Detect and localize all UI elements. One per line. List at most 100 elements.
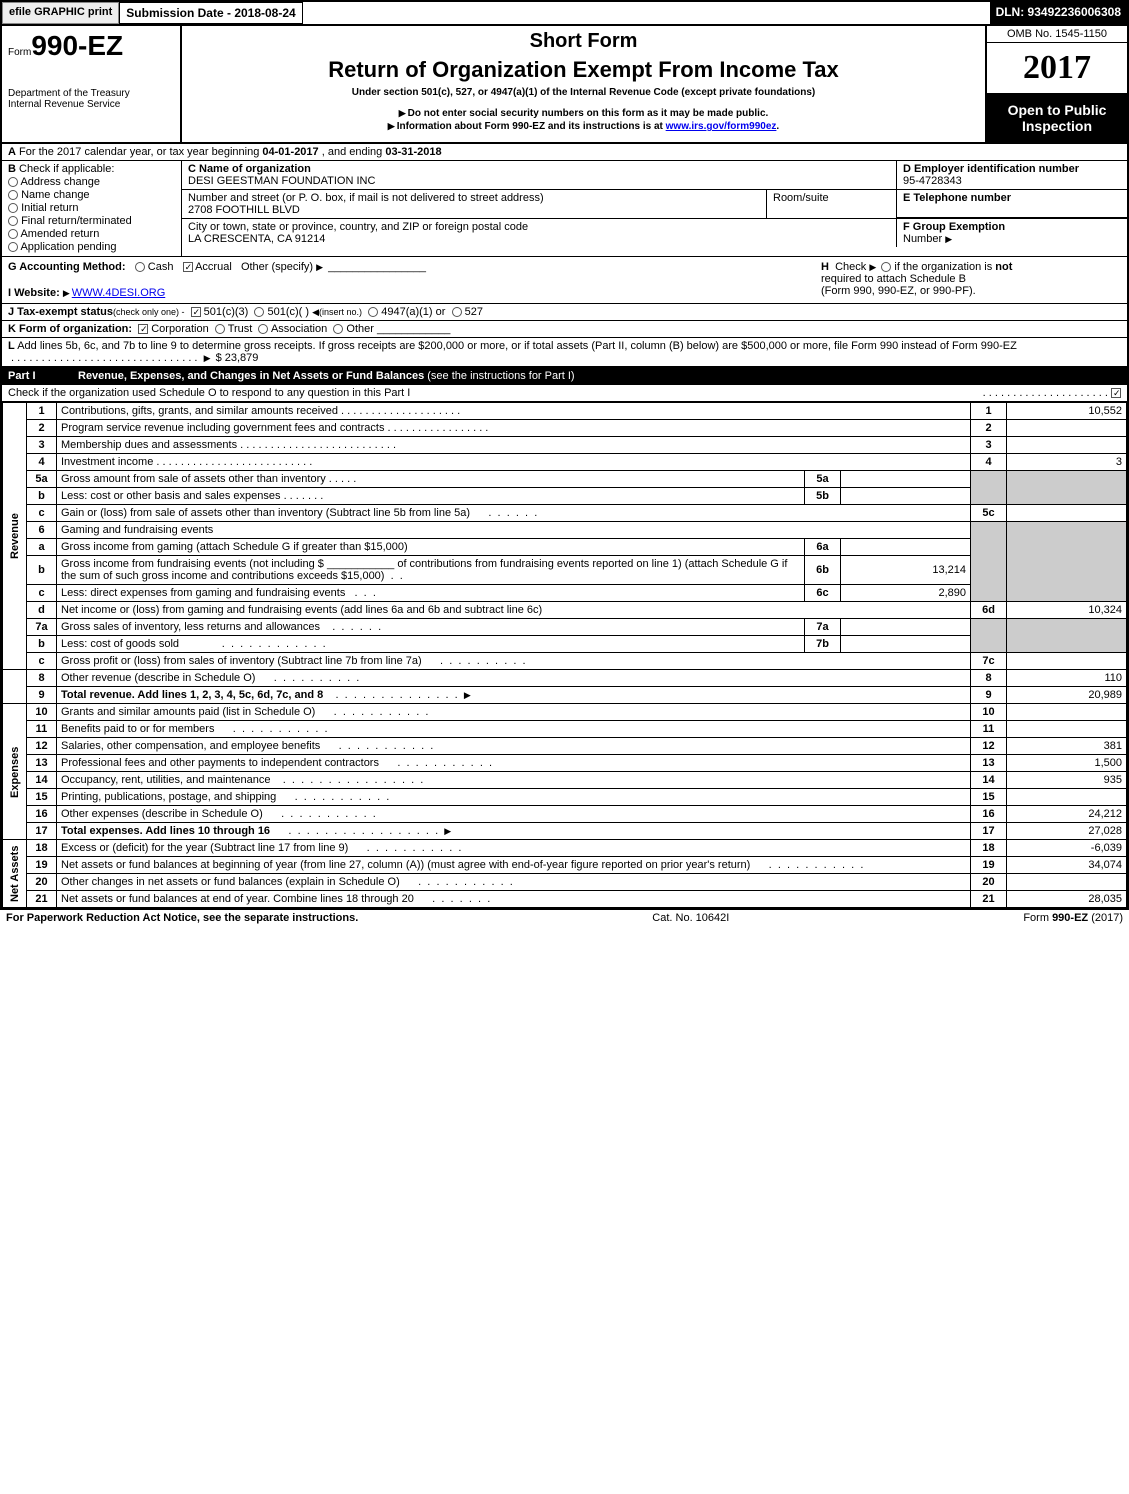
part-i-schedule-o-check[interactable] [1111, 388, 1121, 398]
part-i-checkline: Check if the organization used Schedule … [2, 385, 1127, 402]
ln1-val: 10,552 [1007, 403, 1127, 420]
instr-2-post: . [776, 121, 779, 132]
ln5-shade-val [1007, 471, 1127, 505]
ln21-val: 28,035 [1007, 891, 1127, 908]
a-end: 03-31-2018 [385, 146, 441, 158]
ln7b-desc: Less: cost of goods sold . . . . . . . .… [57, 636, 805, 653]
k-assoc-radio[interactable] [258, 324, 268, 334]
tax-year: 2017 [987, 43, 1127, 94]
ln5c-box: 5c [971, 505, 1007, 522]
ln18-num: 18 [27, 840, 57, 857]
ln8-num: 8 [27, 670, 57, 687]
ln6d-val: 10,324 [1007, 602, 1127, 619]
ln3-val [1007, 437, 1127, 454]
ln2-desc: Program service revenue including govern… [57, 420, 971, 437]
k-corp-check[interactable] [138, 324, 148, 334]
part-i-title-sub: (see the instructions for Part I) [427, 370, 574, 382]
ln2-num: 2 [27, 420, 57, 437]
ln11-val [1007, 721, 1127, 738]
chk-amended-return-label: Amended return [20, 228, 99, 240]
j-4947-radio[interactable] [368, 307, 378, 317]
ln11-desc: Benefits paid to or for members . . . . … [57, 721, 971, 738]
l-text: Add lines 5b, 6c, and 7b to line 9 to de… [17, 340, 1017, 352]
ln5b-sub: 5b [805, 488, 841, 505]
ln20-desc: Other changes in net assets or fund bala… [57, 874, 971, 891]
ln16-box: 16 [971, 806, 1007, 823]
h-radio[interactable] [881, 262, 891, 272]
section-k: K Form of organization: Corporation Trus… [2, 321, 1127, 338]
ln16-num: 16 [27, 806, 57, 823]
ln13-desc: Professional fees and other payments to … [57, 755, 971, 772]
i-label: I Website: [8, 287, 60, 299]
chk-address-change[interactable]: Address change [8, 176, 175, 188]
chk-application-pending-label: Application pending [20, 241, 116, 253]
k-label: K Form of organization: [8, 323, 132, 335]
ln1-num: 1 [27, 403, 57, 420]
part-i-title: Revenue, Expenses, and Changes in Net As… [78, 370, 575, 382]
expenses-side-label: Expenses [3, 704, 27, 840]
part-i-label: Part I [8, 370, 78, 382]
f-label: F Group Exemption [903, 221, 1005, 233]
dept-treasury: Department of the Treasury [8, 88, 174, 99]
ln7b-sv [841, 636, 971, 653]
ln6a-num: a [27, 539, 57, 556]
open-line1: Open to Public [991, 102, 1123, 118]
section-g: G Accounting Method: Cash Accrual Other … [8, 261, 821, 299]
ln9-num: 9 [27, 687, 57, 704]
j-501c-radio[interactable] [254, 307, 264, 317]
cell-c-city: City or town, state or province, country… [182, 219, 897, 247]
ln12-desc: Salaries, other compensation, and employ… [57, 738, 971, 755]
footer-cat: Cat. No. 10642I [652, 912, 729, 924]
col-cde: C Name of organization DESI GEESTMAN FOU… [182, 161, 1127, 256]
footer-left: For Paperwork Reduction Act Notice, see … [6, 912, 358, 924]
ln10-num: 10 [27, 704, 57, 721]
efile-print-button[interactable]: efile GRAPHIC print [2, 2, 119, 24]
form-page: efile GRAPHIC print Submission Date - 20… [0, 0, 1129, 910]
footer-right: Form 990-EZ (2017) [1023, 912, 1123, 924]
ln6a-sub: 6a [805, 539, 841, 556]
g-cash-radio[interactable] [135, 262, 145, 272]
ln10-val [1007, 704, 1127, 721]
chk-initial-return-label: Initial return [21, 202, 78, 214]
chk-amended-return[interactable]: Amended return [8, 228, 175, 240]
k-other-radio[interactable] [333, 324, 343, 334]
website-link[interactable]: WWW.4DESI.ORG [72, 287, 166, 299]
j-o2a: (insert no.) [319, 307, 362, 317]
h-check: Check [835, 261, 866, 273]
ln20-box: 20 [971, 874, 1007, 891]
chk-final-return[interactable]: Final return/terminated [8, 215, 175, 227]
j-o3: 4947(a)(1) or [381, 306, 445, 318]
j-527-radio[interactable] [452, 307, 462, 317]
chk-name-change[interactable]: Name change [8, 189, 175, 201]
form-prefix: Form [8, 47, 31, 58]
form-number: Form990-EZ [8, 30, 174, 62]
instructions-link[interactable]: www.irs.gov/form990ez [666, 121, 777, 132]
j-501c3-check[interactable] [191, 307, 201, 317]
ln15-val [1007, 789, 1127, 806]
ln17-num: 17 [27, 823, 57, 840]
ln16-desc: Other expenses (describe in Schedule O) … [57, 806, 971, 823]
ln7c-val [1007, 653, 1127, 670]
ln18-val: -6,039 [1007, 840, 1127, 857]
g-accrual-check[interactable] [183, 262, 193, 272]
page-footer: For Paperwork Reduction Act Notice, see … [0, 910, 1129, 926]
cell-f: F Group Exemption Number [897, 219, 1127, 247]
cell-e: E Telephone number [897, 190, 1127, 218]
short-form-label: Short Form [188, 30, 979, 53]
cell-c-street: Number and street (or P. O. box, if mail… [182, 190, 767, 218]
revenue-side-label: Revenue [3, 403, 27, 670]
ln13-num: 13 [27, 755, 57, 772]
chk-initial-return[interactable]: Initial return [8, 202, 175, 214]
chk-application-pending[interactable]: Application pending [8, 241, 175, 253]
g-accrual: Accrual [195, 261, 232, 273]
ln6d-box: 6d [971, 602, 1007, 619]
dept-irs: Internal Revenue Service [8, 99, 174, 110]
h-t3: (Form 990, 990-EZ, or 990-PF). [821, 285, 976, 297]
section-j: J Tax-exempt status(check only one) - 50… [2, 304, 1127, 321]
row-gh: G Accounting Method: Cash Accrual Other … [2, 257, 1127, 304]
row-c-name: C Name of organization DESI GEESTMAN FOU… [182, 161, 1127, 190]
l-amount: $ 23,879 [216, 352, 259, 364]
ln14-desc: Occupancy, rent, utilities, and maintena… [57, 772, 971, 789]
k-trust-radio[interactable] [215, 324, 225, 334]
ln5a-sub: 5a [805, 471, 841, 488]
